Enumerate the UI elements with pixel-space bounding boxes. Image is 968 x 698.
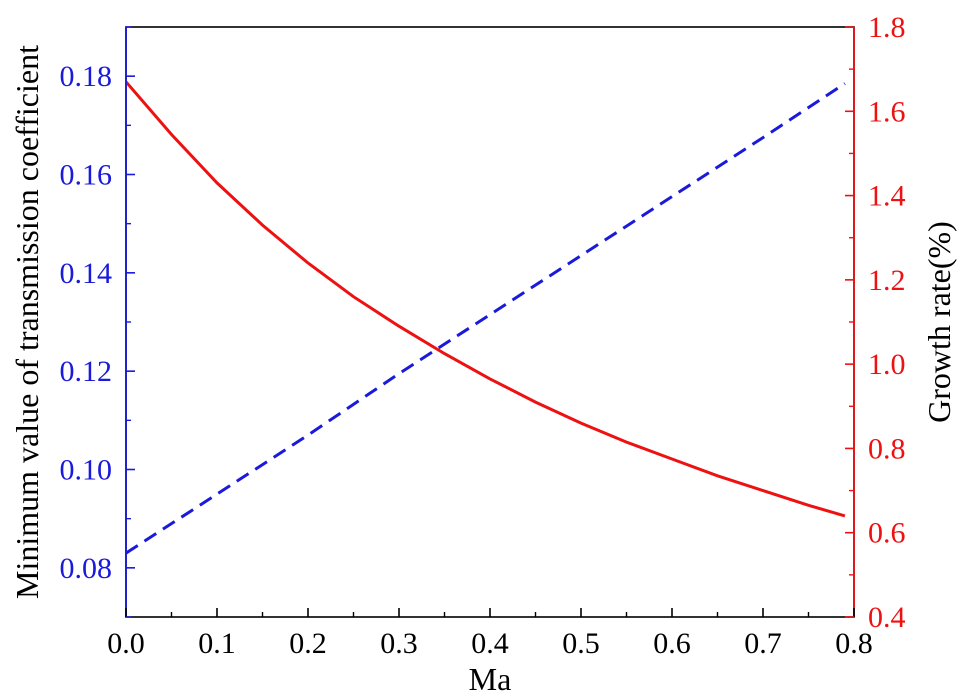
y-right-tick-label: 1.2 <box>868 264 906 297</box>
y-right-tick-label: 1.6 <box>868 95 906 128</box>
y-left-tick-label: 0.14 <box>60 257 113 290</box>
y-right-tick-label: 0.8 <box>868 432 906 465</box>
y-left-axis-title: Minimum value of transmission coefficien… <box>9 45 45 599</box>
y-right-axis-title: Growth rate(%) <box>921 221 957 423</box>
x-tick-label: 0.1 <box>198 627 236 660</box>
axes-group: 0.0 0.1 0.2 0.3 0.4 0.5 0.6 0.7 0.8 0.08 0.10 0.12 0… <box>60 11 906 660</box>
x-tick-label: 0.0 <box>107 627 145 660</box>
series-group <box>124 80 846 555</box>
x-tick-label: 0.7 <box>744 627 782 660</box>
y-left-tick-label: 0.18 <box>60 60 113 93</box>
plot-frame <box>125 26 855 618</box>
x-tick-label: 0.5 <box>562 627 600 660</box>
x-tick-label: 0.3 <box>380 627 418 660</box>
transmission-coefficient-line <box>125 82 846 555</box>
x-tick-label: 0.8 <box>835 627 873 660</box>
x-tick-label: 0.6 <box>653 627 691 660</box>
y-right-tick-label: 0.6 <box>868 517 906 550</box>
growth-rate-line <box>124 80 846 518</box>
x-tick-label: 0.4 <box>471 627 509 660</box>
y-right-tick-label: 1.0 <box>868 348 906 381</box>
x-tick-label: 0.2 <box>289 627 327 660</box>
y-right-tick-label: 1.8 <box>868 11 906 44</box>
y-left-tick-label: 0.16 <box>60 159 113 192</box>
y-left-tick-label: 0.12 <box>60 355 113 388</box>
y-right-tick-label: 1.4 <box>868 180 906 213</box>
y-left-tick-label: 0.08 <box>60 552 113 585</box>
y-right-tick-label: 0.4 <box>868 601 906 634</box>
x-axis-title: Ma <box>469 661 512 697</box>
y-left-tick-label: 0.10 <box>60 454 113 487</box>
